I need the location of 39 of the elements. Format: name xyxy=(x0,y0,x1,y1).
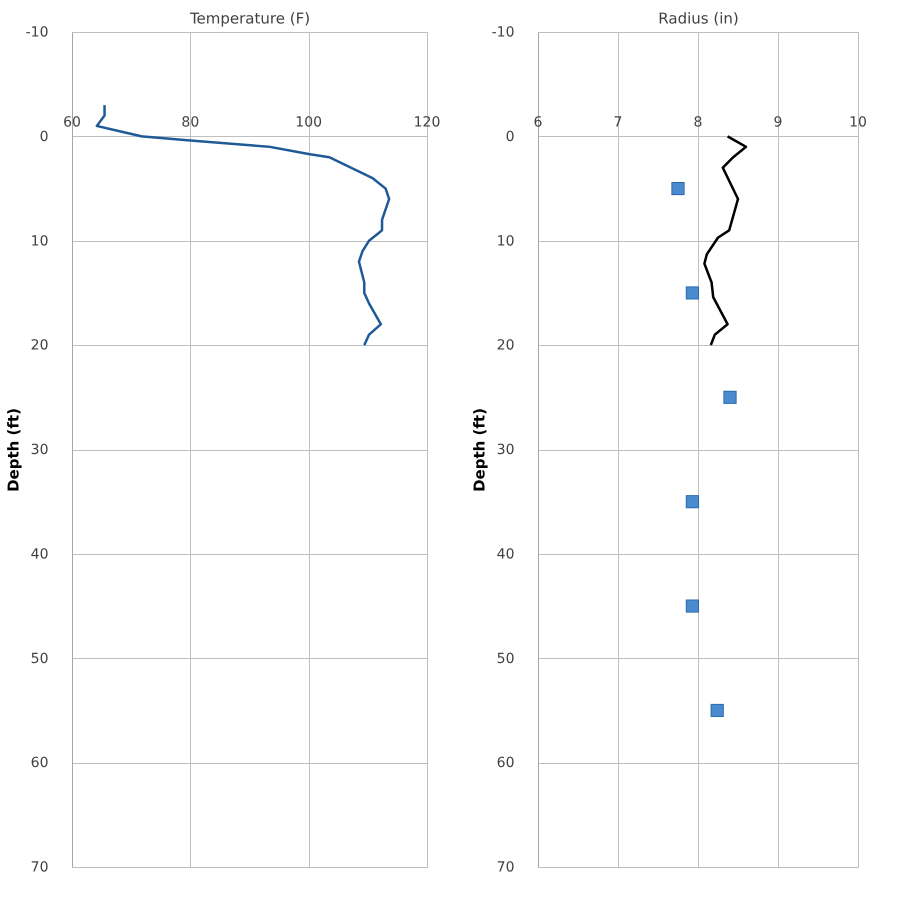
x-tick-label: 9 xyxy=(774,114,782,130)
x-tick-label: 100 xyxy=(295,114,322,130)
y-tick-label: 0 xyxy=(506,128,514,145)
y-axis-title: Depth (ft) xyxy=(4,408,23,492)
y-tick-label: 40 xyxy=(30,546,48,562)
y-tick-label: -10 xyxy=(492,24,514,40)
line-series xyxy=(703,135,748,346)
y-tick-label: 40 xyxy=(496,546,514,562)
x-tick-label: 120 xyxy=(414,114,440,130)
x-tick-label: 80 xyxy=(181,114,200,130)
y-tick-label: 0 xyxy=(40,128,48,145)
point xyxy=(686,599,700,613)
y-tick-label: 30 xyxy=(30,442,48,458)
y-tick-label: 10 xyxy=(496,233,514,250)
point xyxy=(686,495,700,508)
x-axis-title: Radius (in) xyxy=(658,10,739,28)
x-axis-title: Temperature (F) xyxy=(188,10,310,28)
y-tick-label: 70 xyxy=(496,860,514,876)
x-tick-label: 10 xyxy=(849,114,867,130)
point xyxy=(723,390,737,404)
y-tick-label: 20 xyxy=(30,338,48,354)
x-tick-label: 7 xyxy=(614,114,622,130)
y-tick-label: 50 xyxy=(496,650,514,667)
y-tick-label: 70 xyxy=(30,860,48,876)
x-tick-label: 60 xyxy=(63,114,81,130)
y-tick-label: 60 xyxy=(30,755,48,772)
point xyxy=(710,704,724,718)
x-tick-label: 8 xyxy=(694,114,702,130)
y-tick-label: 10 xyxy=(30,233,48,250)
x-tick-label: 6 xyxy=(534,114,543,130)
y-tick-label: 60 xyxy=(496,755,514,772)
point xyxy=(671,182,685,196)
y-tick-label: 20 xyxy=(496,338,514,354)
y-axis-title: Depth (ft) xyxy=(470,408,489,492)
point xyxy=(686,286,700,300)
y-tick-label: -10 xyxy=(26,24,48,40)
y-tick-label: 50 xyxy=(30,650,48,667)
line-series xyxy=(96,104,390,346)
y-tick-label: 30 xyxy=(496,442,514,458)
